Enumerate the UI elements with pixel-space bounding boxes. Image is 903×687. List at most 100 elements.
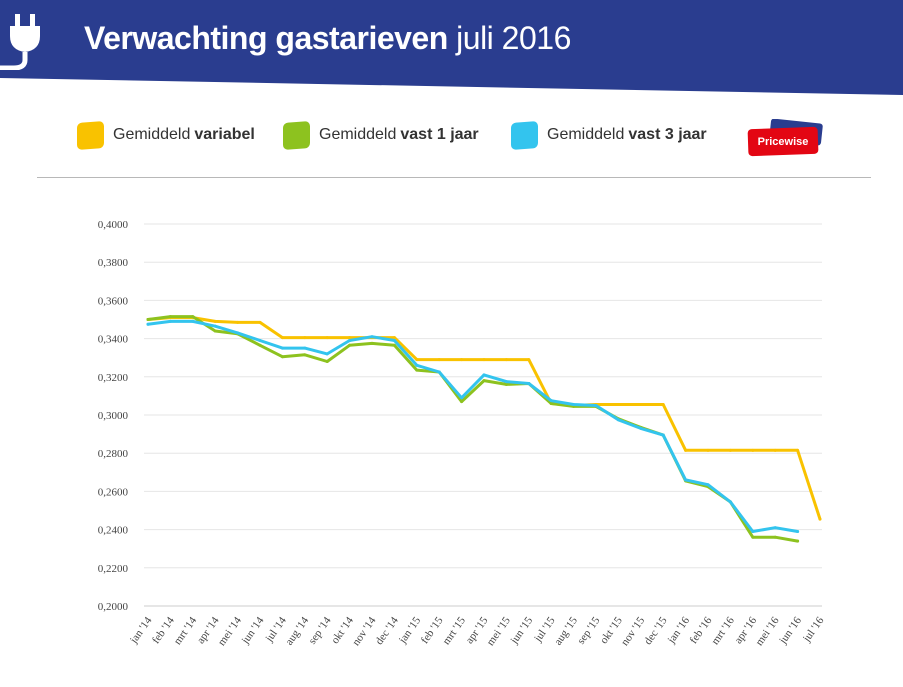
data-point: [146, 318, 150, 321]
legend-prefix: Gemiddeld: [113, 126, 191, 143]
legend-swatch: [511, 120, 538, 150]
data-point: [303, 336, 307, 340]
x-tick-label: dec '14: [373, 614, 401, 647]
legend-bold: vast 3 jaar: [628, 126, 707, 143]
data-point: [303, 346, 307, 350]
pricewise-logo: Pricewise: [747, 119, 823, 157]
data-point: [303, 353, 307, 357]
data-point: [751, 530, 755, 534]
data-point: [796, 539, 800, 543]
data-point: [415, 363, 419, 367]
legend-bold: variabel: [194, 126, 255, 143]
data-point: [325, 336, 329, 340]
data-point: [684, 478, 688, 482]
y-tick-label: 0,3600: [98, 295, 129, 307]
y-tick-label: 0,2800: [98, 448, 129, 460]
data-point: [258, 343, 262, 347]
legend-item-vast-3-jaar: Gemiddeld vast 3 jaar: [511, 120, 707, 150]
y-tick-label: 0,3800: [98, 257, 129, 269]
data-point: [348, 336, 352, 340]
data-point: [728, 500, 732, 504]
x-tick-label: sep '14: [306, 614, 334, 646]
data-point: [348, 339, 352, 343]
data-point: [661, 433, 665, 437]
data-point: [796, 448, 800, 452]
x-tick-label: jun '15: [508, 614, 536, 647]
x-tick-label: jun '16: [777, 614, 805, 647]
data-point: [437, 358, 441, 362]
logo-text: Pricewise: [758, 136, 809, 148]
title-light: juli 2016: [456, 20, 571, 56]
data-point: [236, 320, 240, 324]
x-tick-label: mrt '15: [440, 614, 468, 647]
data-point: [796, 530, 800, 534]
x-tick-label: jan '15: [396, 614, 423, 646]
data-point: [706, 483, 710, 487]
data-point: [482, 379, 486, 383]
data-point: [258, 320, 262, 324]
x-tick-label: aug '15: [552, 614, 580, 647]
y-tick-label: 0,2000: [98, 601, 129, 613]
data-point: [572, 402, 576, 406]
data-point: [773, 535, 777, 539]
data-point: [325, 360, 329, 364]
y-tick-label: 0,3000: [98, 410, 129, 422]
data-point: [527, 381, 531, 385]
data-point: [258, 339, 262, 343]
y-tick-label: 0,2600: [98, 486, 129, 498]
series-line-2: [146, 315, 800, 543]
series-line-1: [146, 316, 822, 521]
data-point: [639, 402, 643, 406]
line-chart: 0,2000 0,2200 0,2400 0,2600 0,2800 0,3000 0,32…: [98, 219, 827, 648]
divider: [37, 177, 871, 178]
x-tick-label: mrt '14: [172, 614, 200, 647]
data-point: [213, 329, 217, 333]
data-point: [213, 324, 217, 328]
y-tick-label: 0,2200: [98, 563, 129, 575]
data-point: [818, 517, 822, 521]
data-point: [280, 346, 284, 350]
data-point: [213, 319, 217, 323]
data-point: [168, 319, 172, 323]
data-point: [594, 403, 598, 407]
legend-item-variabel: Gemiddeld variabel: [77, 120, 255, 150]
y-tick-label: 0,3400: [98, 334, 129, 346]
x-tick-label: mei '14: [216, 614, 245, 648]
data-point: [773, 526, 777, 530]
plug-icon: [0, 14, 40, 70]
data-point: [460, 400, 464, 404]
data-point: [236, 331, 240, 335]
data-point: [348, 343, 352, 347]
header-band: [0, 0, 903, 95]
data-point: [280, 336, 284, 340]
data-point: [504, 382, 508, 386]
x-tick-label: dec '15: [642, 614, 670, 647]
legend-prefix: Gemiddeld: [547, 126, 625, 143]
data-point: [191, 315, 195, 319]
data-point: [482, 373, 486, 377]
grid: [144, 223, 822, 607]
data-point: [325, 352, 329, 356]
data-point: [370, 335, 374, 339]
data-point: [527, 358, 531, 362]
data-point: [751, 535, 755, 539]
x-tick-label: nov '15: [619, 614, 648, 648]
y-tick-label: 0,4000: [98, 219, 129, 231]
data-point: [168, 315, 172, 319]
data-point: [751, 448, 755, 452]
data-point: [392, 343, 396, 347]
page-title: Verwachting gastarieven juli 2016: [84, 18, 571, 58]
data-point: [616, 418, 620, 422]
y-tick-label: 0,3200: [98, 372, 129, 384]
x-tick-label: nov '14: [350, 614, 379, 648]
data-point: [549, 402, 553, 406]
data-point: [191, 319, 195, 323]
x-tick-label: mrt '16: [709, 614, 737, 647]
data-point: [460, 358, 464, 362]
data-point: [415, 368, 419, 372]
x-tick-label: mei '16: [753, 614, 782, 648]
data-point: [684, 448, 688, 452]
data-point: [616, 402, 620, 406]
data-point: [504, 380, 508, 384]
x-tick-label: jan '14: [127, 614, 154, 646]
